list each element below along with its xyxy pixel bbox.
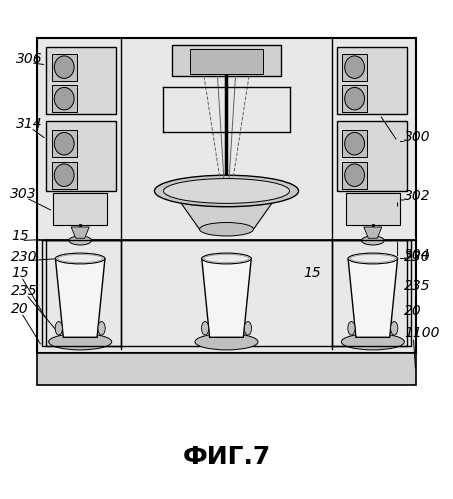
- Polygon shape: [71, 227, 89, 238]
- Text: 235: 235: [11, 283, 38, 297]
- Ellipse shape: [204, 254, 249, 262]
- Text: 20: 20: [11, 301, 29, 315]
- Text: 235: 235: [405, 279, 431, 293]
- Text: 304: 304: [405, 248, 431, 261]
- Ellipse shape: [69, 236, 92, 245]
- Ellipse shape: [345, 132, 365, 155]
- Text: 15: 15: [11, 230, 29, 244]
- Ellipse shape: [202, 253, 251, 264]
- Text: 306: 306: [16, 52, 43, 66]
- Polygon shape: [202, 258, 251, 337]
- FancyBboxPatch shape: [190, 49, 263, 74]
- Text: 230: 230: [405, 250, 431, 264]
- Ellipse shape: [48, 334, 112, 350]
- Ellipse shape: [244, 321, 251, 335]
- Ellipse shape: [202, 321, 209, 335]
- FancyBboxPatch shape: [38, 353, 415, 385]
- Text: 230: 230: [11, 250, 38, 264]
- FancyBboxPatch shape: [337, 47, 407, 114]
- FancyBboxPatch shape: [52, 130, 77, 157]
- Ellipse shape: [390, 321, 398, 335]
- Ellipse shape: [348, 253, 398, 264]
- Ellipse shape: [154, 175, 299, 207]
- FancyBboxPatch shape: [53, 193, 107, 225]
- FancyBboxPatch shape: [42, 241, 411, 346]
- Ellipse shape: [361, 236, 384, 245]
- FancyBboxPatch shape: [52, 85, 77, 112]
- FancyBboxPatch shape: [173, 44, 280, 76]
- Text: 303: 303: [10, 187, 37, 201]
- Ellipse shape: [55, 321, 63, 335]
- Ellipse shape: [345, 164, 365, 187]
- Polygon shape: [348, 258, 398, 337]
- Ellipse shape: [54, 164, 74, 187]
- Text: 1100: 1100: [405, 326, 440, 340]
- FancyBboxPatch shape: [342, 162, 367, 189]
- FancyBboxPatch shape: [38, 38, 415, 353]
- Ellipse shape: [54, 132, 74, 155]
- Text: ФИГ.7: ФИГ.7: [183, 445, 270, 469]
- Ellipse shape: [350, 254, 395, 262]
- FancyBboxPatch shape: [342, 130, 367, 157]
- FancyBboxPatch shape: [337, 121, 407, 191]
- Ellipse shape: [54, 56, 74, 78]
- Polygon shape: [173, 191, 280, 229]
- FancyBboxPatch shape: [52, 162, 77, 189]
- Ellipse shape: [58, 254, 103, 262]
- Ellipse shape: [199, 223, 254, 236]
- Ellipse shape: [345, 87, 365, 110]
- Ellipse shape: [164, 179, 289, 204]
- Text: 20: 20: [405, 304, 422, 318]
- FancyBboxPatch shape: [342, 54, 367, 81]
- FancyBboxPatch shape: [46, 47, 116, 114]
- Ellipse shape: [98, 321, 105, 335]
- FancyBboxPatch shape: [46, 121, 116, 191]
- Polygon shape: [364, 227, 382, 238]
- Text: 15: 15: [303, 265, 321, 279]
- Polygon shape: [55, 258, 105, 337]
- Text: 314: 314: [16, 117, 43, 131]
- Text: 302: 302: [405, 189, 431, 203]
- Ellipse shape: [341, 334, 405, 350]
- FancyBboxPatch shape: [342, 85, 367, 112]
- Ellipse shape: [345, 56, 365, 78]
- Ellipse shape: [195, 334, 258, 350]
- Ellipse shape: [55, 253, 105, 264]
- FancyBboxPatch shape: [346, 193, 400, 225]
- Ellipse shape: [348, 321, 355, 335]
- FancyBboxPatch shape: [52, 54, 77, 81]
- Text: 15: 15: [11, 265, 29, 279]
- Text: 300: 300: [405, 130, 431, 144]
- Ellipse shape: [54, 87, 74, 110]
